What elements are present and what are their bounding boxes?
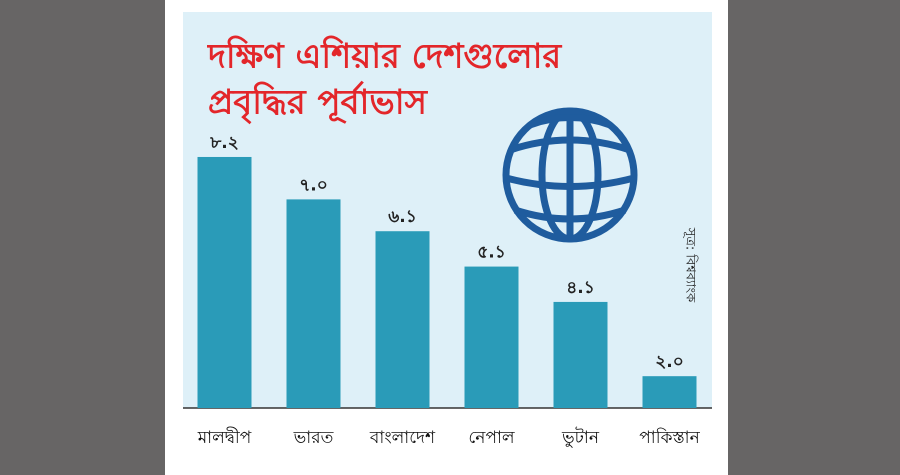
x-tick-label: বাংলাদেশ <box>369 428 436 448</box>
source-note: সূত্র: বিশ্বব্যাংক <box>683 227 699 303</box>
value-label: ৮.২ <box>209 133 239 153</box>
x-tick-label: নেপাল <box>468 428 515 448</box>
chart-title: দক্ষিণ এশিয়ার দেশগুলোর <box>207 36 562 77</box>
bar <box>464 266 519 408</box>
value-label: ২.০ <box>655 352 684 372</box>
value-label: ৬.১ <box>388 207 417 227</box>
bar <box>197 156 252 408</box>
bar <box>642 376 697 408</box>
value-label: ৫.১ <box>477 243 506 263</box>
chart-title: প্রবৃদ্ধির পূর্বাভাস <box>208 81 429 125</box>
value-label: ৪.১ <box>566 278 595 298</box>
x-tick-label: ভুটান <box>561 427 600 448</box>
x-tick-label: মালদ্বীপ <box>197 427 252 448</box>
x-tick-label: পাকিস্তান <box>639 427 700 448</box>
x-tick-label: ভারত <box>293 428 334 448</box>
bar <box>286 199 341 408</box>
value-label: ৭.০ <box>299 175 328 195</box>
globe-logo <box>502 107 638 243</box>
bar <box>375 231 430 408</box>
bar <box>553 301 608 408</box>
